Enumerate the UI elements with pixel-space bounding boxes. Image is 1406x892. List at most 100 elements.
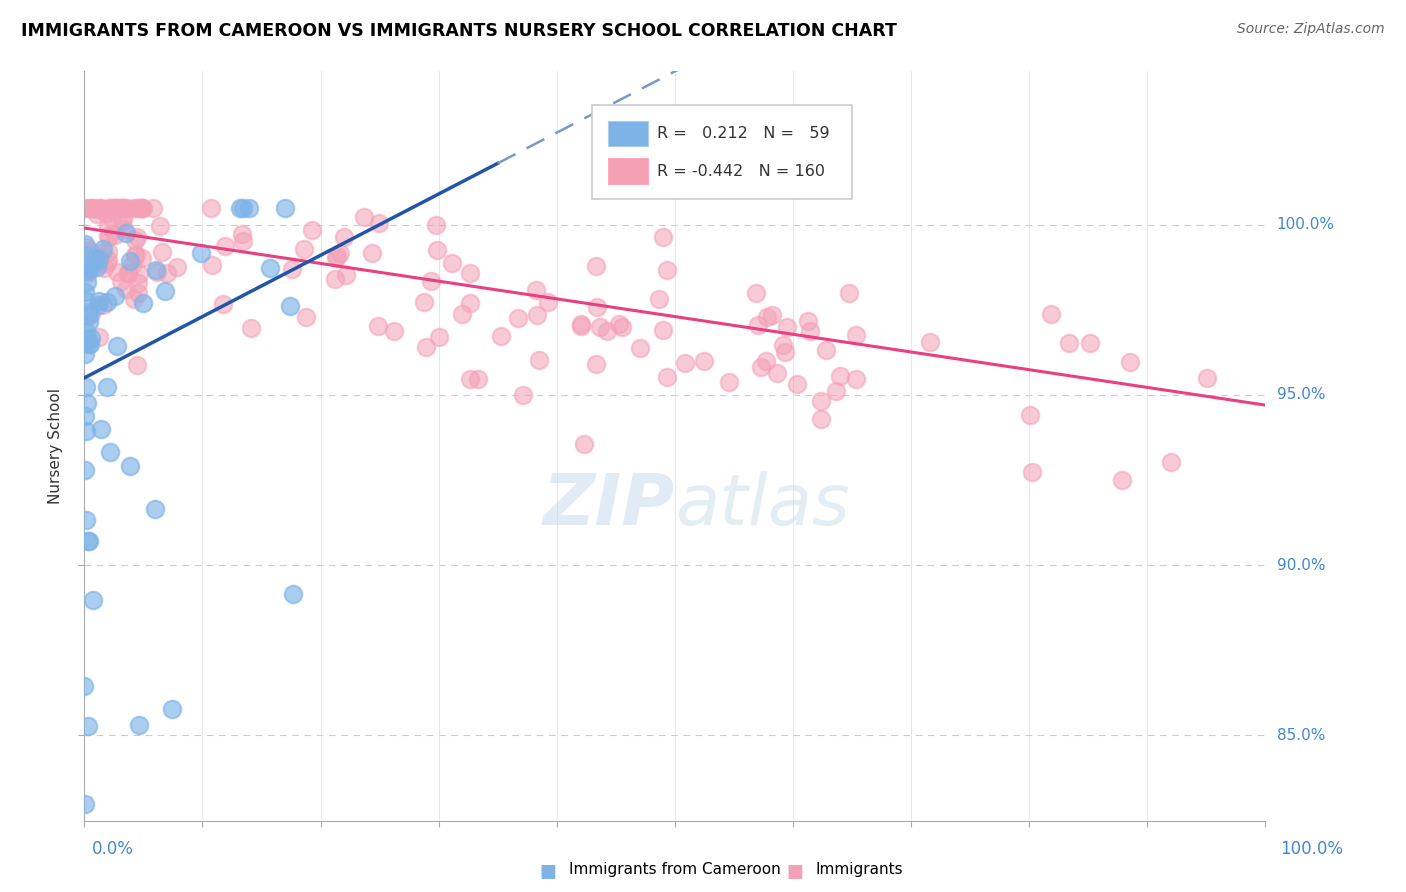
Point [569,317,592,331]
Point [127,276,149,290]
Point [110,201,132,215]
Point [79,337,101,351]
Point [232,201,254,215]
Point [86,260,108,274]
Point [367,319,389,334]
Point [657,263,679,277]
Point [73,285,96,300]
Point [239,321,262,335]
Point [122,201,145,215]
Point [87,298,110,312]
Point [77,201,100,215]
Point [799,324,821,338]
Point [124,248,146,262]
Point [90,201,112,215]
Text: 85.0%: 85.0% [1277,728,1324,743]
Point [100,445,122,459]
Point [749,359,772,374]
Point [508,310,530,325]
Point [87,256,110,270]
Point [426,243,449,257]
Point [761,308,783,322]
Point [810,393,832,408]
Text: R =   0.212   N =   59: R = 0.212 N = 59 [657,126,830,141]
Point [295,310,318,325]
FancyBboxPatch shape [592,105,852,199]
Point [104,289,127,303]
Point [828,369,851,384]
Point [775,319,797,334]
Point [200,201,222,215]
Point [647,293,669,307]
Point [569,318,592,333]
Point [127,358,149,372]
Point [76,719,98,733]
Point [75,240,97,254]
Point [75,409,97,423]
Point [93,260,115,275]
Text: ▪: ▪ [785,855,804,884]
Point [586,300,609,314]
Point [76,276,98,290]
Point [110,201,132,215]
Point [120,458,142,473]
Point [104,228,127,243]
Point [232,235,254,249]
Point [80,201,103,215]
Point [89,201,111,215]
Text: 0.0%: 0.0% [91,840,134,858]
Point [97,230,120,244]
Point [278,299,301,313]
Point [79,262,101,277]
Point [127,285,149,300]
Point [96,295,118,310]
Point [73,201,96,215]
Point [325,252,347,266]
Point [420,274,443,288]
Point [112,209,135,223]
Point [86,202,108,216]
Point [367,216,389,230]
Point [155,284,177,298]
Point [524,283,547,297]
Point [427,329,450,343]
Point [94,206,117,220]
Point [673,356,696,370]
Point [1021,466,1043,480]
Y-axis label: Nursery School: Nursery School [48,388,63,504]
Point [596,324,619,338]
Point [100,201,122,215]
Point [280,261,302,276]
Point [292,243,315,257]
Point [458,371,481,385]
Point [121,258,143,272]
Point [97,229,120,244]
Point [918,334,941,349]
Point [142,201,165,215]
Point [75,237,97,252]
Point [415,340,437,354]
Point [111,213,134,227]
Point [90,422,112,436]
Point [1119,355,1142,369]
Point [229,201,252,215]
Point [79,534,101,549]
Point [97,252,120,267]
Point [128,267,150,281]
Point [77,305,100,319]
Point [166,260,188,274]
Point [825,384,848,399]
Point [652,230,675,244]
Point [110,274,132,288]
Point [1160,455,1182,469]
Point [105,201,128,215]
Point [96,256,118,270]
Point [75,294,97,309]
Point [124,292,146,306]
Point [89,330,111,344]
Point [112,201,135,215]
Point [76,266,98,280]
Point [259,261,281,276]
Point [77,333,100,347]
Point [128,718,150,732]
